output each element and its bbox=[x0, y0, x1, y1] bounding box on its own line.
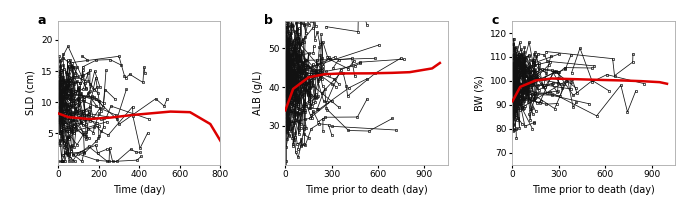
X-axis label: Time prior to death (day): Time prior to death (day) bbox=[532, 185, 655, 195]
Y-axis label: ALB (g/L): ALB (g/L) bbox=[253, 71, 263, 115]
Y-axis label: SLD (cm): SLD (cm) bbox=[25, 70, 36, 115]
X-axis label: Time prior to death (day): Time prior to death (day) bbox=[305, 185, 428, 195]
Text: b: b bbox=[264, 14, 273, 27]
Text: c: c bbox=[491, 14, 499, 27]
Y-axis label: BW (%): BW (%) bbox=[474, 75, 484, 111]
X-axis label: Time (day): Time (day) bbox=[113, 185, 166, 195]
Text: a: a bbox=[37, 14, 46, 27]
